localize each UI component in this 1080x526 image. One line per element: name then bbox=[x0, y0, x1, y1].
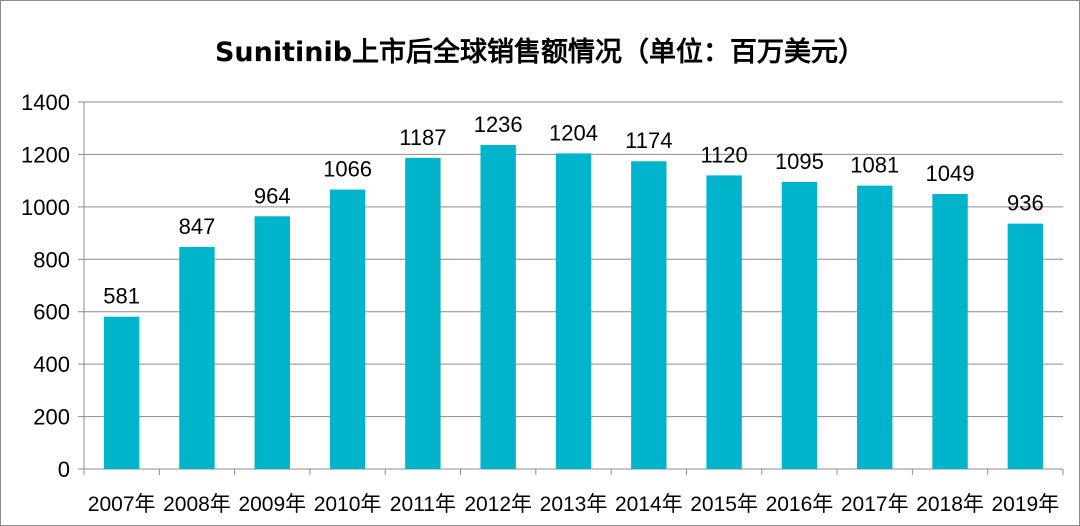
bars bbox=[103, 144, 1044, 470]
x-tick-label: 2015年 bbox=[690, 493, 758, 516]
y-tick-label: 800 bbox=[33, 247, 70, 272]
x-tick-label: 2009年 bbox=[238, 493, 306, 516]
x-tick-label: 2017年 bbox=[841, 493, 909, 516]
value-label: 1066 bbox=[323, 157, 372, 182]
bar-2016年 bbox=[781, 181, 818, 470]
value-label: 1236 bbox=[474, 112, 523, 137]
bar-2019年 bbox=[1007, 223, 1044, 469]
value-label: 964 bbox=[254, 183, 291, 208]
bar-2018年 bbox=[932, 194, 968, 469]
value-label: 1081 bbox=[850, 153, 899, 178]
bar-2012年 bbox=[480, 144, 516, 469]
bar-2017年 bbox=[857, 185, 893, 469]
data-labels: 581 847 964 1066 1187 1236 1204 1174 1120 1095 108… bbox=[103, 112, 1043, 309]
x-tick-label: 2016年 bbox=[766, 493, 834, 516]
value-label: 1174 bbox=[625, 128, 672, 153]
x-tick-label: 2019年 bbox=[991, 493, 1059, 516]
y-tick-label: 600 bbox=[33, 300, 70, 325]
x-tick-label: 2008年 bbox=[163, 493, 231, 516]
x-tick-label: 2010年 bbox=[314, 493, 382, 516]
value-label: 847 bbox=[179, 214, 216, 239]
value-label: 1187 bbox=[399, 125, 446, 150]
x-tick-label: 2011年 bbox=[390, 493, 456, 516]
y-tick-label: 400 bbox=[33, 352, 70, 377]
y-tick-label: 1000 bbox=[21, 195, 70, 220]
y-tick-label: 200 bbox=[33, 405, 70, 430]
value-label: 1095 bbox=[775, 149, 824, 174]
y-tick-labels: 0 200 400 600 800 1000 1200 1400 bbox=[21, 90, 70, 482]
value-label: 1204 bbox=[549, 120, 598, 145]
bar-2007年 bbox=[103, 316, 140, 469]
x-tick-labels: 2007年 2008年 2009年 2010年 2011年 2012年 2013年 2014年… bbox=[88, 493, 1059, 516]
x-tick-label: 2018年 bbox=[916, 493, 984, 516]
bar-2010年 bbox=[329, 189, 366, 469]
bar-2015年 bbox=[706, 175, 742, 469]
y-tick-label: 1200 bbox=[21, 142, 70, 167]
y-tick-label: 0 bbox=[58, 457, 70, 482]
x-tick-label: 2013年 bbox=[540, 493, 608, 516]
chart-title: Sunitinib上市后全球销售额情况（单位：百万美元） bbox=[214, 37, 866, 68]
bar-2008年 bbox=[179, 246, 215, 469]
value-label: 1049 bbox=[926, 161, 975, 186]
value-label: 936 bbox=[1007, 191, 1044, 216]
x-tick-label: 2007年 bbox=[88, 493, 156, 516]
y-tick-label: 1400 bbox=[21, 90, 70, 115]
bar-2011年 bbox=[405, 157, 441, 469]
bar-2009年 bbox=[254, 216, 290, 469]
value-label: 1120 bbox=[700, 142, 747, 167]
x-tick-label: 2014年 bbox=[615, 493, 683, 516]
bar-2013年 bbox=[555, 153, 592, 469]
x-tick-label: 2012年 bbox=[464, 493, 532, 516]
bar-2014年 bbox=[631, 161, 667, 469]
value-label: 581 bbox=[103, 284, 140, 309]
